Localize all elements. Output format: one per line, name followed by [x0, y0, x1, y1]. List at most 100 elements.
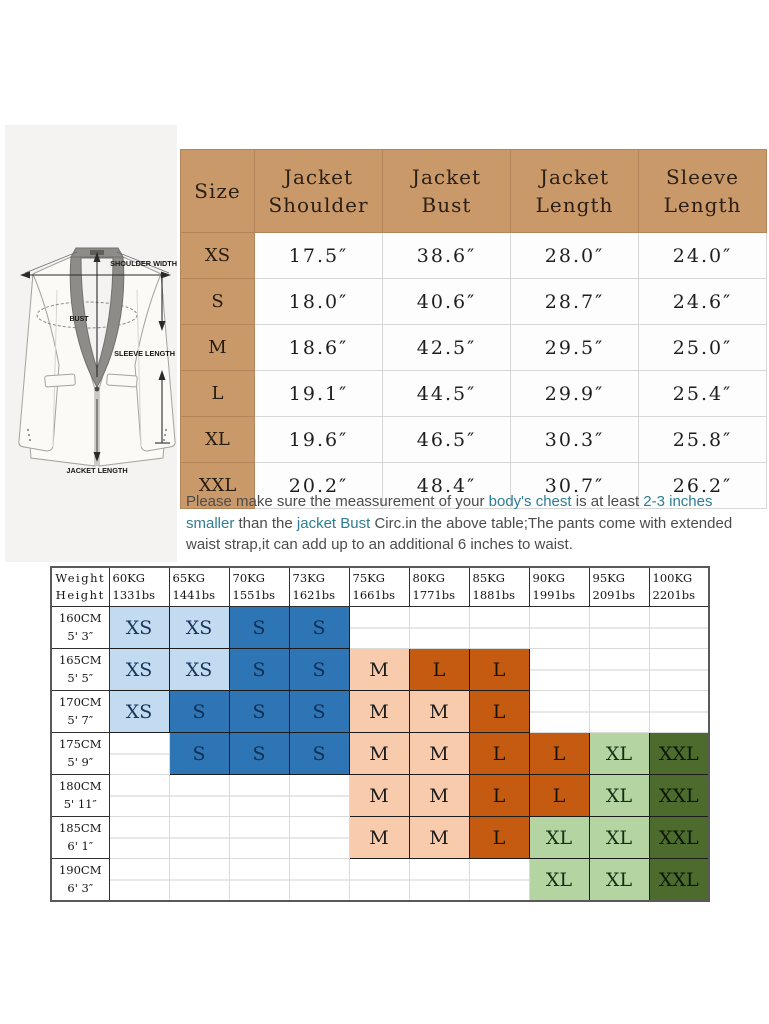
- size-table-column-header: Jacket Length: [510, 149, 639, 233]
- measurement-value: 19.6″: [254, 416, 383, 463]
- note-text: waist strap,it can add up to an addition…: [186, 536, 573, 553]
- size-cell-xl: XL: [588, 732, 650, 775]
- weight-height-size-table: Weight Height 60KG 1331bs 65KG 1441bs 70KG 1551…: [50, 566, 710, 902]
- size-cell-s: S: [228, 648, 290, 691]
- height-row-header: 165CM 5' 5″: [50, 648, 110, 691]
- size-cell-xxl: XXL: [648, 816, 710, 859]
- size-table-header-row: Size Jacket Shoulder Jacket Bust Jacket Length…: [180, 149, 767, 233]
- measurement-value: 25.0″: [638, 324, 767, 371]
- weight-column-header: 85KG 1881bs: [468, 566, 530, 607]
- size-cell-xs: XS: [108, 690, 170, 733]
- size-cell-m: M: [408, 774, 470, 817]
- empty-cell: [588, 690, 650, 733]
- empty-cell: [108, 732, 170, 775]
- empty-cell: [108, 858, 170, 902]
- size-cell-xl: XL: [528, 858, 590, 902]
- measurement-value: 25.8″: [638, 416, 767, 463]
- empty-cell: [408, 606, 470, 649]
- bust-label: BUST: [69, 316, 89, 323]
- jacket-length-label: JACKET LENGTH: [66, 466, 127, 475]
- empty-cell: [288, 774, 350, 817]
- fit-table-row: 160CM 5' 3″ XS XS S S: [50, 606, 710, 649]
- empty-cell: [468, 858, 530, 902]
- fit-table-row: 190CM 6' 3″ XL XL XXL: [50, 858, 710, 902]
- size-cell-l: L: [468, 648, 530, 691]
- shoulder-width-label: SHOULDER WIDTH: [110, 259, 177, 268]
- measurement-value: 46.5″: [382, 416, 511, 463]
- size-table-column-header: Sleeve Length: [638, 149, 767, 233]
- size-table-row: S 18.0″ 40.6″ 28.7″ 24.6″: [180, 278, 767, 325]
- measurement-value: 28.0″: [510, 232, 639, 279]
- measurement-value: 24.6″: [638, 278, 767, 325]
- size-cell-s: S: [288, 690, 350, 733]
- size-table-row: L 19.1″ 44.5″ 29.9″ 25.4″: [180, 370, 767, 417]
- size-label: XS: [180, 232, 255, 279]
- size-cell-s: S: [228, 606, 290, 649]
- note-text: Please make sure the meassurement of you…: [186, 493, 489, 510]
- measurement-value: 38.6″: [382, 232, 511, 279]
- size-cell-xl: XL: [588, 774, 650, 817]
- size-cell-m: M: [408, 732, 470, 775]
- note-text: than the: [234, 514, 297, 532]
- size-cell-s: S: [288, 732, 350, 775]
- fit-table-row: 180CM 5' 11″ M M L L XL XXL: [50, 774, 710, 817]
- note-highlight: 2-3 inches: [643, 493, 713, 510]
- measurement-value: 48.4″: [382, 462, 511, 509]
- measurement-value: 18.6″: [254, 324, 383, 371]
- size-cell-l: L: [468, 774, 530, 817]
- jacket-button: [94, 386, 100, 392]
- note-line: smaller than the jacket Bust Circ.in the…: [186, 513, 764, 535]
- measurement-value: 29.5″: [510, 324, 639, 371]
- weight-column-header: 95KG 2091bs: [588, 566, 650, 607]
- measurement-value: 25.4″: [638, 370, 767, 417]
- weight-height-corner-cell: Weight Height: [50, 566, 110, 607]
- measurement-arrows: [20, 251, 171, 462]
- note-highlight: smaller: [186, 514, 235, 532]
- weight-column-header: 75KG 1661bs: [348, 566, 410, 607]
- size-table-size-header: Size: [180, 149, 255, 233]
- empty-cell: [168, 774, 230, 817]
- size-cell-l: L: [468, 816, 530, 859]
- size-cell-l: L: [528, 732, 590, 775]
- measurement-value: 42.5″: [382, 324, 511, 371]
- measurement-value: 19.1″: [254, 370, 383, 417]
- jacket-pockets: [44, 373, 138, 388]
- note-text: Circ.in the above table;The pants come w…: [370, 514, 733, 532]
- size-cell-xxl: XXL: [648, 774, 710, 817]
- height-row-header: 170CM 5' 7″: [50, 690, 110, 733]
- empty-cell: [288, 858, 350, 902]
- empty-cell: [588, 606, 650, 649]
- note-line: waist strap,it can add up to an addition…: [186, 534, 764, 556]
- size-label: L: [180, 370, 255, 417]
- empty-cell: [648, 690, 710, 733]
- size-table-row: XS 17.5″ 38.6″ 28.0″ 24.0″: [180, 232, 767, 279]
- empty-cell: [588, 648, 650, 691]
- empty-cell: [168, 858, 230, 902]
- size-table-column-header: Jacket Bust: [382, 149, 511, 233]
- weight-column-header: 90KG 1991bs: [528, 566, 590, 607]
- measurement-value: 44.5″: [382, 370, 511, 417]
- jacket-diagram: SHOULDER WIDTH BUST SLEEVE LENGTH JACKET…: [5, 125, 177, 562]
- note-highlight: jacket Bust: [296, 514, 371, 532]
- empty-cell: [228, 774, 290, 817]
- measurement-value: 20.2″: [254, 462, 383, 509]
- note-text: is at least: [571, 493, 644, 510]
- empty-cell: [408, 858, 470, 902]
- empty-cell: [228, 858, 290, 902]
- height-row-header: 185CM 6' 1″: [50, 816, 110, 859]
- weight-column-header: 70KG 1551bs: [228, 566, 290, 607]
- empty-cell: [288, 816, 350, 859]
- measurement-value: 17.5″: [254, 232, 383, 279]
- empty-cell: [528, 648, 590, 691]
- size-label: XXL: [180, 462, 255, 509]
- weight-column-header: 65KG 1441bs: [168, 566, 230, 607]
- size-table-column-header: Jacket Shoulder: [254, 149, 383, 233]
- size-cell-xs: XS: [168, 648, 230, 691]
- weight-column-header: 100KG 2201bs: [648, 566, 710, 607]
- size-cell-l: L: [408, 648, 470, 691]
- size-table-row: XL 19.6″ 46.5″ 30.3″ 25.8″: [180, 416, 767, 463]
- empty-cell: [528, 606, 590, 649]
- weight-column-header: 80KG 1771bs: [408, 566, 470, 607]
- size-cell-xl: XL: [528, 816, 590, 859]
